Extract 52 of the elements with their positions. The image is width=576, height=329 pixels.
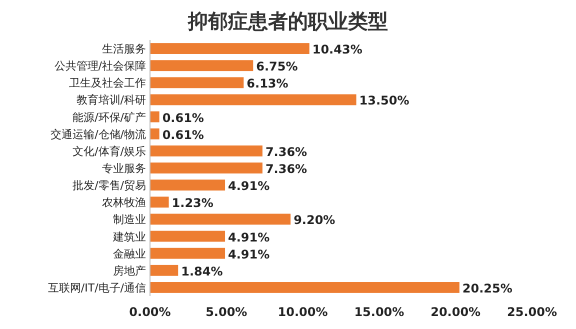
bar xyxy=(150,248,226,259)
y-tick-label: 批发/零售/贸易 xyxy=(72,179,146,192)
y-tick-label: 卫生及社会工作 xyxy=(69,76,146,90)
bar xyxy=(150,180,226,191)
data-label: 6.13% xyxy=(246,76,288,91)
data-label: 7.36% xyxy=(265,144,308,159)
y-tick-label: 交通运输/仓储/物流 xyxy=(50,128,146,141)
x-tick-label: 0.00% xyxy=(129,305,171,319)
data-label: 13.50% xyxy=(359,94,410,108)
data-label: 1.84% xyxy=(181,264,223,278)
data-label: 10.43% xyxy=(312,42,362,57)
bar xyxy=(150,111,160,122)
bar xyxy=(150,77,244,88)
data-label: 20.25% xyxy=(462,281,512,296)
y-tick-label: 文化/体育/娱乐 xyxy=(72,144,146,158)
x-tick-label: 25.00% xyxy=(507,305,557,319)
y-tick-label: 专业服务 xyxy=(102,162,146,175)
x-tick-label: 10.00% xyxy=(278,305,328,319)
x-tick-label: 5.00% xyxy=(206,305,248,319)
data-label: 0.61% xyxy=(162,110,204,125)
y-tick-label: 金融业 xyxy=(113,247,146,260)
bar xyxy=(150,145,262,156)
bar xyxy=(150,43,310,54)
x-tick-label: 15.00% xyxy=(354,305,404,319)
y-tick-label: 建筑业 xyxy=(112,230,146,244)
y-tick-label: 制造业 xyxy=(113,213,146,226)
bar xyxy=(150,230,226,242)
data-label: 0.61% xyxy=(162,128,204,142)
y-tick-label: 农林牧渔 xyxy=(102,196,146,210)
bar xyxy=(150,94,356,106)
bar xyxy=(150,162,262,174)
chart-title: 抑郁症患者的职业类型 xyxy=(187,9,388,33)
y-tick-label: 房地产 xyxy=(113,264,146,278)
bar xyxy=(150,214,291,225)
bar xyxy=(150,282,460,293)
bar xyxy=(150,128,160,140)
y-tick-label: 互联网/IT/电子/通信 xyxy=(48,281,146,294)
y-tick-label: 公共管理/社会保障 xyxy=(54,60,146,73)
data-label: 6.75% xyxy=(256,60,298,74)
bar xyxy=(150,264,178,276)
y-tick-label: 教育培训/科研 xyxy=(76,94,146,107)
data-label: 9.20% xyxy=(294,213,336,228)
data-label: 4.91% xyxy=(228,247,270,262)
x-tick-label: 20.00% xyxy=(430,305,481,319)
data-label: 1.23% xyxy=(172,196,214,210)
data-label: 4.91% xyxy=(228,179,270,194)
bar xyxy=(150,196,169,208)
data-label: 4.91% xyxy=(228,230,270,244)
bar xyxy=(150,60,254,72)
y-tick-label: 生活服务 xyxy=(102,42,146,56)
y-tick-label: 能源/环保/矿产 xyxy=(72,110,146,124)
data-label: 7.36% xyxy=(265,162,308,176)
